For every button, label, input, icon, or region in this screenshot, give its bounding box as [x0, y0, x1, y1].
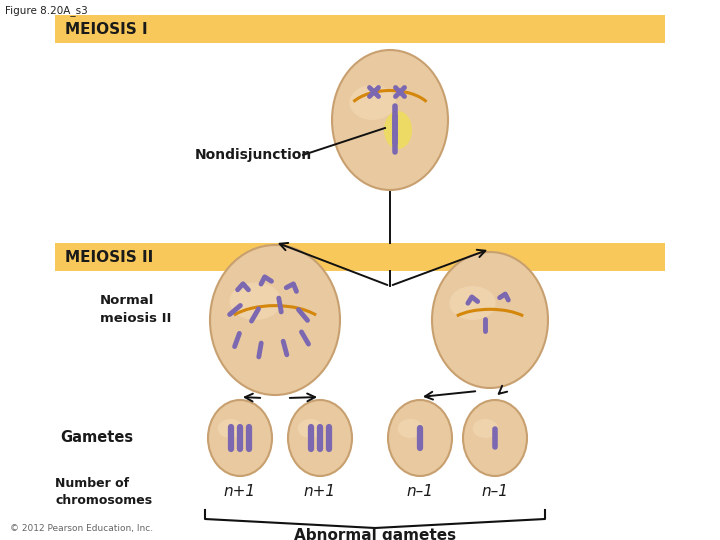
- Text: Abnormal gametes: Abnormal gametes: [294, 528, 456, 540]
- Text: Normal
meiosis II: Normal meiosis II: [100, 294, 171, 326]
- Ellipse shape: [349, 85, 396, 120]
- Ellipse shape: [463, 400, 527, 476]
- Ellipse shape: [217, 419, 243, 438]
- Ellipse shape: [388, 400, 452, 476]
- Ellipse shape: [297, 419, 323, 438]
- Text: Gametes: Gametes: [60, 430, 133, 445]
- Ellipse shape: [332, 50, 448, 190]
- Text: n–1: n–1: [482, 484, 508, 500]
- Text: Figure 8.20A_s3: Figure 8.20A_s3: [5, 5, 88, 16]
- Text: Number of
chromosomes: Number of chromosomes: [55, 477, 152, 507]
- Text: © 2012 Pearson Education, Inc.: © 2012 Pearson Education, Inc.: [10, 524, 153, 533]
- Text: n–1: n–1: [407, 484, 433, 500]
- Ellipse shape: [472, 419, 498, 438]
- Text: n+1: n+1: [304, 484, 336, 500]
- Text: MEIOSIS I: MEIOSIS I: [65, 22, 148, 37]
- Text: MEIOSIS II: MEIOSIS II: [65, 249, 153, 265]
- Text: n+1: n+1: [224, 484, 256, 500]
- Bar: [55, 243, 665, 271]
- Ellipse shape: [230, 282, 282, 320]
- Text: Nondisjunction: Nondisjunction: [195, 148, 312, 162]
- Ellipse shape: [432, 252, 548, 388]
- Bar: [55, 15, 665, 43]
- Ellipse shape: [210, 245, 340, 395]
- Ellipse shape: [288, 400, 352, 476]
- Ellipse shape: [397, 419, 423, 438]
- Ellipse shape: [208, 400, 272, 476]
- Ellipse shape: [449, 286, 496, 320]
- Ellipse shape: [384, 111, 412, 149]
